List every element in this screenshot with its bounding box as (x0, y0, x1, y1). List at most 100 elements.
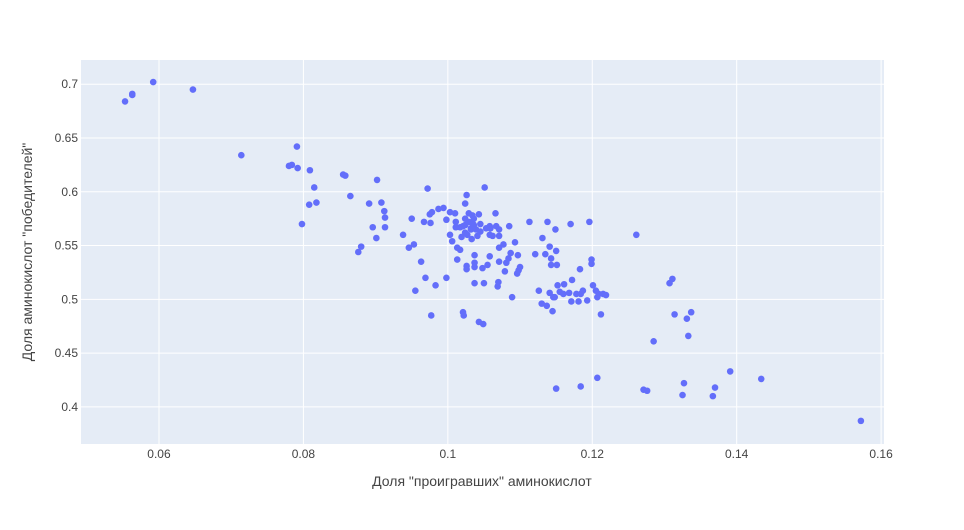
data-point (440, 204, 447, 212)
data-point (505, 222, 513, 230)
data-point (456, 246, 464, 254)
data-point (427, 219, 434, 227)
data-point (505, 255, 512, 262)
data-point (479, 264, 486, 272)
data-point (477, 228, 484, 235)
data-point (546, 243, 553, 250)
plot-area (81, 60, 884, 444)
data-point (576, 265, 584, 273)
data-point (121, 98, 129, 105)
data-points (121, 78, 865, 425)
data-point (589, 282, 597, 289)
data-point (594, 374, 601, 382)
data-point (463, 265, 470, 273)
data-point (495, 232, 503, 240)
data-point (543, 302, 551, 310)
data-point (535, 287, 543, 295)
data-point (373, 176, 381, 184)
data-point (552, 226, 559, 233)
data-point (531, 250, 539, 258)
y-tick-label: 0.4 (61, 400, 78, 414)
data-point (516, 263, 524, 271)
data-point (422, 274, 429, 282)
data-point (354, 248, 362, 256)
data-point (128, 90, 136, 98)
data-point (238, 151, 245, 159)
data-point (460, 312, 468, 319)
data-point (575, 298, 582, 305)
data-point (481, 184, 488, 191)
data-point (428, 208, 436, 216)
data-point (549, 307, 556, 315)
data-point (680, 379, 688, 387)
data-point (500, 241, 507, 248)
data-point (579, 287, 587, 295)
data-point (565, 289, 573, 297)
data-point (189, 86, 197, 93)
data-point (432, 282, 439, 289)
data-point (347, 192, 354, 200)
y-tick-label: 0.65 (55, 131, 79, 145)
y-gridlines (81, 83, 884, 408)
data-point (501, 268, 509, 275)
data-point (508, 293, 516, 301)
data-point (489, 232, 496, 240)
x-axis-title: Доля "проигравших" аминокислот (372, 473, 592, 489)
data-point (547, 255, 555, 262)
y-tick-label: 0.7 (61, 77, 78, 91)
data-point (420, 218, 428, 226)
data-point (484, 261, 491, 269)
data-point (552, 247, 560, 255)
data-point (464, 231, 471, 239)
data-point (357, 243, 365, 250)
data-point (470, 215, 478, 222)
data-point (633, 231, 640, 239)
data-point (453, 256, 461, 263)
data-point (305, 201, 313, 208)
data-point (547, 261, 555, 269)
data-point (373, 234, 380, 242)
data-point (542, 250, 549, 258)
data-point (709, 392, 717, 400)
data-point (475, 211, 483, 218)
data-point (417, 258, 425, 265)
data-point (468, 235, 475, 243)
data-point (443, 274, 450, 282)
data-point (405, 244, 413, 251)
data-point (577, 383, 585, 390)
x-gridlines (158, 60, 882, 444)
data-point (365, 200, 373, 207)
data-point (452, 218, 460, 226)
data-point (507, 249, 514, 257)
data-point (726, 368, 734, 375)
data-point (687, 308, 695, 316)
data-point (477, 220, 484, 228)
data-point (538, 300, 546, 307)
x-tick-label: 0.06 (147, 447, 171, 461)
data-point (514, 251, 522, 259)
data-point (380, 207, 388, 215)
data-point (568, 298, 575, 305)
data-point (408, 215, 416, 222)
data-point (410, 241, 418, 248)
data-point (554, 282, 561, 289)
data-point (487, 225, 494, 232)
data-point (369, 223, 377, 231)
data-point (451, 209, 459, 217)
x-tick-label: 0.08 (292, 447, 316, 461)
data-point (857, 417, 865, 425)
data-point (294, 164, 301, 172)
data-point (293, 143, 301, 150)
data-point (448, 237, 456, 245)
data-point (495, 226, 503, 233)
data-point (310, 184, 318, 191)
data-point (683, 315, 691, 322)
data-point (149, 78, 157, 86)
y-tick-label: 0.45 (55, 346, 79, 360)
data-point (399, 231, 407, 239)
data-point (443, 216, 450, 224)
data-point (288, 161, 296, 169)
data-point (486, 253, 494, 260)
